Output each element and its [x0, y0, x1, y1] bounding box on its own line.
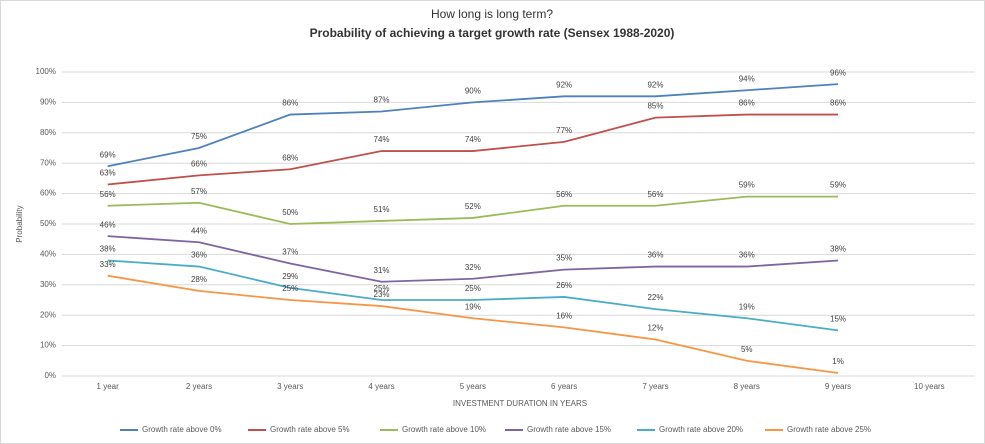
y-tick-label: 80% — [40, 128, 56, 137]
legend-label: Growth rate above 5% — [270, 425, 350, 434]
data-label: 86% — [830, 99, 846, 108]
data-label: 44% — [191, 226, 207, 235]
data-label: 86% — [282, 99, 298, 108]
data-label: 38% — [100, 245, 116, 254]
legend-label: Growth rate above 10% — [402, 425, 486, 434]
data-label: 56% — [647, 190, 663, 199]
data-label: 19% — [465, 302, 481, 311]
data-label: 75% — [191, 132, 207, 141]
data-label: 57% — [191, 187, 207, 196]
x-tick-label: 5 years — [460, 382, 486, 391]
y-tick-label: 40% — [40, 250, 56, 259]
series-line — [107, 259, 839, 332]
data-label: 74% — [465, 135, 481, 144]
data-label: 96% — [830, 68, 846, 77]
x-tick-label: 9 years — [825, 382, 851, 391]
data-label: 1% — [832, 357, 844, 366]
data-label: 36% — [739, 251, 755, 260]
chart-title: How long is long term? — [431, 7, 553, 21]
chart-subtitle: Probability of achieving a target growth… — [310, 26, 675, 40]
data-label: 37% — [282, 248, 298, 257]
data-label: 33% — [100, 260, 116, 269]
y-axis-label: Probability — [15, 205, 24, 242]
y-tick-label: 20% — [40, 310, 56, 319]
legend-label: Growth rate above 0% — [142, 425, 222, 434]
series-line — [107, 195, 839, 225]
x-tick-label: 8 years — [734, 382, 760, 391]
x-tick-label: 10 years — [914, 382, 945, 391]
series-line — [107, 274, 839, 374]
data-label: 25% — [282, 284, 298, 293]
data-label: 12% — [647, 324, 663, 333]
y-tick-label: 90% — [40, 98, 56, 107]
data-label: 26% — [556, 281, 572, 290]
data-label: 52% — [465, 202, 481, 211]
legend-label: Growth rate above 15% — [527, 425, 611, 434]
data-label: 29% — [282, 272, 298, 281]
x-axis-label: INVESTMENT DURATION IN YEARS — [453, 399, 587, 408]
data-label: 38% — [830, 245, 846, 254]
data-label: 59% — [830, 181, 846, 190]
data-label: 90% — [465, 87, 481, 96]
y-tick-label: 10% — [40, 341, 56, 350]
data-label: 50% — [282, 208, 298, 217]
data-label: 31% — [374, 266, 390, 275]
data-label: 25% — [465, 284, 481, 293]
y-tick-label: 30% — [40, 280, 56, 289]
data-label: 32% — [465, 263, 481, 272]
x-tick-label: 2 years — [186, 382, 212, 391]
data-label: 51% — [374, 205, 390, 214]
data-label: 68% — [282, 153, 298, 162]
data-label: 56% — [100, 190, 116, 199]
data-label: 16% — [556, 311, 572, 320]
series-line — [107, 83, 839, 168]
data-label: 19% — [739, 302, 755, 311]
data-label: 92% — [647, 80, 663, 89]
data-label: 92% — [556, 80, 572, 89]
data-label: 74% — [374, 135, 390, 144]
data-label: 25% — [374, 284, 390, 293]
data-label: 87% — [374, 96, 390, 105]
series-line — [107, 235, 839, 283]
x-tick-label: 7 years — [642, 382, 668, 391]
y-tick-label: 0% — [44, 371, 56, 380]
data-label: 35% — [556, 254, 572, 263]
data-label: 66% — [191, 159, 207, 168]
data-label: 22% — [647, 293, 663, 302]
data-label: 28% — [191, 275, 207, 284]
data-label: 46% — [100, 220, 116, 229]
y-tick-label: 70% — [40, 158, 56, 167]
data-label: 94% — [739, 74, 755, 83]
x-tick-label: 6 years — [551, 382, 577, 391]
data-label: 36% — [191, 251, 207, 260]
x-tick-label: 4 years — [368, 382, 394, 391]
data-label: 15% — [830, 315, 846, 324]
data-label: 69% — [100, 150, 116, 159]
data-label: 59% — [739, 181, 755, 190]
data-label: 36% — [647, 251, 663, 260]
y-tick-label: 100% — [36, 67, 56, 76]
data-label: 5% — [741, 345, 753, 354]
data-label: 56% — [556, 190, 572, 199]
y-tick-label: 60% — [40, 189, 56, 198]
legend-label: Growth rate above 20% — [659, 425, 743, 434]
data-label: 63% — [100, 169, 116, 178]
legend-label: Growth rate above 25% — [787, 425, 871, 434]
series-line — [107, 113, 839, 186]
y-tick-label: 50% — [40, 219, 56, 228]
data-label: 77% — [556, 126, 572, 135]
data-label: 86% — [739, 99, 755, 108]
x-tick-label: 3 years — [277, 382, 303, 391]
data-label: 85% — [647, 102, 663, 111]
x-tick-label: 1 year — [97, 382, 120, 391]
data-label: 23% — [374, 290, 390, 299]
